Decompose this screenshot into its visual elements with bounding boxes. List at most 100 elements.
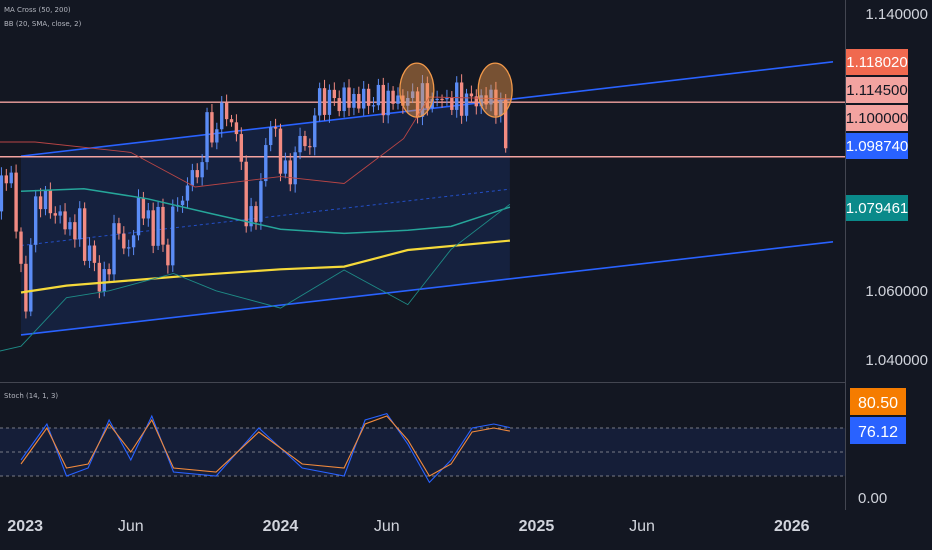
candle-body [391,90,395,104]
candle-body [273,127,278,129]
candle [166,238,170,274]
candle-body [278,128,283,174]
candle-body [224,102,229,120]
candle [92,240,97,272]
candle-body [63,211,67,230]
candle [48,182,53,219]
candle-body [239,134,244,162]
bb-lower-line [0,203,511,352]
candle [259,173,263,230]
channel-mid-line [20,188,510,247]
candle-body [195,170,199,178]
candle-body [205,112,209,163]
candle-body [268,127,273,146]
candle-body [234,122,239,135]
stoch-label-box [850,417,906,444]
candle [82,202,87,266]
candle-body [259,181,263,222]
candle-body [420,83,425,117]
candle [122,226,126,255]
candle-body [464,93,469,116]
candle-body [352,93,356,108]
candle-body [479,95,483,107]
price-label-box [846,77,908,103]
candle [220,96,224,138]
candle [357,86,361,113]
candle-body [141,197,146,219]
candle-body [166,244,170,266]
candle-body [445,97,449,100]
stoch-label: 80.50 [858,395,898,412]
candle [469,85,474,103]
candle [376,78,381,111]
candle [450,91,454,116]
candle [190,163,195,192]
candle [391,86,395,110]
ma-200-line [20,239,511,294]
time-tick-label: Jun [374,518,400,535]
candle [29,238,33,317]
candle [224,94,229,127]
candle [249,197,253,232]
candle [87,237,92,268]
stoch-legend[interactable]: Stoch (14, 1, 3) [4,392,59,400]
candle [303,130,307,151]
candle [435,90,439,107]
candle [464,88,469,122]
price-label: 1.118020 [846,54,907,71]
time-tick-label: Jun [118,518,144,535]
candle-body [469,93,474,97]
candle [283,152,288,179]
candle-body [87,245,92,261]
price-tick-label: 1.060000 [865,283,928,300]
candle [239,127,244,170]
candle-body [136,197,141,236]
candle-body [220,102,224,130]
ma-cross-legend[interactable]: MA Cross (50, 200) [4,6,71,14]
candle [396,87,400,110]
candle-body [342,87,346,112]
candle-body [161,206,165,245]
candle [180,195,185,213]
candle-body [24,263,28,312]
candle-body [415,91,420,117]
candle [503,94,508,153]
candle-body [357,93,361,109]
candle [14,164,18,239]
candle-body [102,269,106,292]
candle [102,261,106,297]
candle-body [244,161,248,227]
candle-body [58,211,62,216]
candle [127,239,131,257]
stoch-d-line [20,415,511,477]
candle [347,79,351,117]
candle-body [29,244,33,312]
candle-body [68,222,72,230]
candle [342,82,346,118]
candle [386,82,390,124]
candle [362,81,366,116]
price-label-box [846,195,908,221]
candle [78,201,82,247]
candle-body [337,98,341,112]
candle-body [9,172,13,184]
candle-body [48,190,53,214]
candle-body [499,99,503,116]
candle [268,121,273,152]
candle-body [53,213,57,216]
candle [195,163,199,184]
candle [298,127,302,160]
candle [53,206,57,224]
candle-body [92,245,97,263]
price-label: 1.100000 [846,110,909,127]
candle-body [440,98,444,101]
candle-body [73,222,77,240]
bb-legend[interactable]: BB (20, SMA, close, 2) [4,20,82,28]
highlight-circle-0 [399,62,435,118]
price-label-box [846,105,908,131]
candle [117,217,121,240]
candle [161,198,165,252]
candle-body [425,83,430,109]
price-label: 1.114500 [846,82,907,99]
